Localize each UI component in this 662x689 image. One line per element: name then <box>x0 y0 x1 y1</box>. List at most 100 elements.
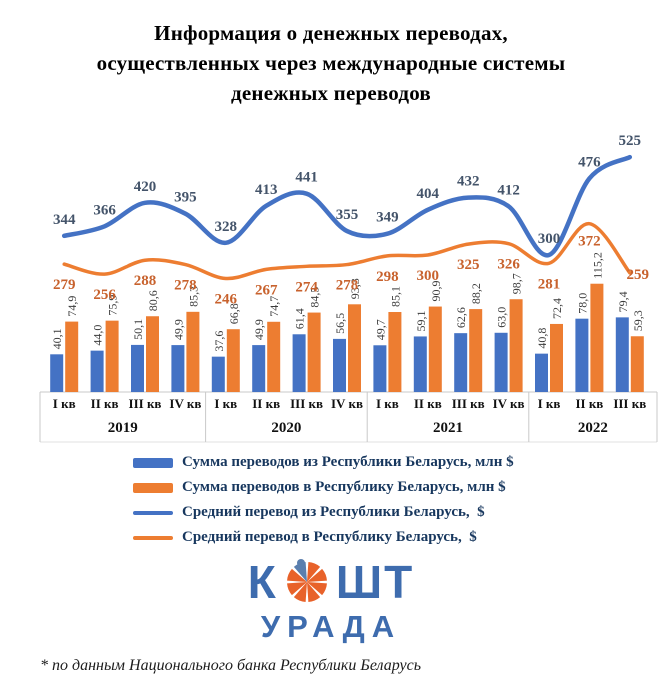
svg-text:78,0: 78,0 <box>575 293 589 314</box>
svg-text:III кв: III кв <box>613 396 646 411</box>
svg-text:II кв: II кв <box>91 396 119 411</box>
svg-text:49,9: 49,9 <box>171 319 185 340</box>
svg-text:75,9: 75,9 <box>106 295 120 316</box>
svg-text:49,7: 49,7 <box>373 319 387 340</box>
logo-letter-k: К <box>247 556 278 608</box>
legend-item-avg-out: Средний перевод из Республики Беларусь, … <box>133 500 662 525</box>
combo-chart: I кв II кв III кв IV кв 2019 I кв II кв III кв I… <box>39 133 658 443</box>
svg-text:III кв: III кв <box>290 396 323 411</box>
svg-text:256: 256 <box>93 287 116 303</box>
svg-text:II кв: II кв <box>414 396 442 411</box>
svg-text:412: 412 <box>497 182 520 198</box>
orange-pie-icon <box>286 559 327 602</box>
svg-text:40,8: 40,8 <box>535 328 549 349</box>
svg-text:278: 278 <box>174 278 197 294</box>
svg-text:I кв: I кв <box>53 396 76 411</box>
chart-legend: Сумма переводов из Республики Беларусь, … <box>133 450 662 550</box>
svg-text:74,9: 74,9 <box>65 296 79 317</box>
svg-text:I кв: I кв <box>376 396 399 411</box>
svg-text:2022: 2022 <box>578 420 608 436</box>
svg-text:37,6: 37,6 <box>212 331 226 352</box>
svg-text:85,1: 85,1 <box>388 286 402 307</box>
svg-text:279: 279 <box>53 277 76 293</box>
svg-text:372: 372 <box>578 234 601 250</box>
svg-text:326: 326 <box>497 257 520 273</box>
blue-line <box>61 154 633 258</box>
legend-label: Средний перевод в Республику Беларусь, $ <box>182 529 477 545</box>
svg-text:274: 274 <box>295 279 318 295</box>
svg-text:49,9: 49,9 <box>252 319 266 340</box>
svg-text:IV кв: IV кв <box>331 396 363 411</box>
svg-text:441: 441 <box>295 170 318 186</box>
svg-text:355: 355 <box>336 207 359 223</box>
orange-bar-swatch-icon <box>133 482 173 493</box>
svg-text:395: 395 <box>174 190 197 206</box>
svg-text:420: 420 <box>134 179 157 195</box>
svg-text:62,6: 62,6 <box>454 307 468 328</box>
orange-line-swatch-icon <box>133 535 173 540</box>
svg-text:80,6: 80,6 <box>146 290 160 311</box>
footnote: * по данным Национального банка Республи… <box>40 657 421 674</box>
svg-text:98,7: 98,7 <box>510 273 524 294</box>
legend-item-avg-in: Средний перевод в Республику Беларусь, $ <box>133 525 662 550</box>
svg-text:2020: 2020 <box>271 420 301 436</box>
svg-text:II кв: II кв <box>575 396 603 411</box>
legend-label: Средний перевод из Республики Беларусь, … <box>182 504 485 520</box>
svg-text:93,3: 93,3 <box>348 278 362 299</box>
svg-text:246: 246 <box>215 291 238 307</box>
orange-bars-group: 74,9 75,9 80,6 85,3 66,8 74,7 84,5 93,3 85,1 90,9… <box>65 252 645 392</box>
svg-text:84,5: 84,5 <box>308 287 322 308</box>
svg-text:III кв: III кв <box>452 396 485 411</box>
svg-text:40,1: 40,1 <box>50 328 64 349</box>
svg-text:II кв: II кв <box>252 396 280 411</box>
svg-text:267: 267 <box>255 282 278 298</box>
logo-letters-sht: ШТ <box>335 556 415 608</box>
legend-item-sum-out: Сумма переводов из Республики Беларусь, … <box>133 450 662 475</box>
svg-text:59,1: 59,1 <box>414 310 428 331</box>
logo-urada-text: УРАДА <box>260 609 402 644</box>
svg-text:88,2: 88,2 <box>469 283 483 304</box>
svg-text:344: 344 <box>53 212 76 228</box>
kosht-urada-logo: К ШТ УРАДА <box>0 558 662 645</box>
svg-text:476: 476 <box>578 154 601 170</box>
svg-text:90,9: 90,9 <box>429 281 443 302</box>
svg-text:IV кв: IV кв <box>169 396 201 411</box>
svg-text:I кв: I кв <box>538 396 561 411</box>
x-axis: I кв II кв III кв IV кв 2019 I кв II кв III кв I… <box>39 391 658 443</box>
blue-bar-swatch-icon <box>133 457 173 468</box>
svg-text:300: 300 <box>417 268 440 284</box>
svg-text:328: 328 <box>215 219 238 235</box>
svg-text:413: 413 <box>255 182 278 198</box>
orange-line-labels: 279 256 288 278 246 267 274 278 298 300 325 326 281 3… <box>53 234 649 308</box>
svg-text:79,4: 79,4 <box>616 291 630 312</box>
svg-text:432: 432 <box>457 174 480 190</box>
svg-text:74,7: 74,7 <box>267 296 281 317</box>
svg-text:56,5: 56,5 <box>333 313 347 334</box>
svg-text:63,0: 63,0 <box>495 307 509 328</box>
chart-title: Информация о денежных переводах, осущест… <box>0 0 662 108</box>
svg-text:349: 349 <box>376 210 399 226</box>
svg-text:2021: 2021 <box>433 420 463 436</box>
blue-bars-group: 40,1 44,0 50,1 49,9 37,6 49,9 61,4 56,5 49,7 59,1… <box>50 291 630 392</box>
svg-text:44,0: 44,0 <box>91 325 105 346</box>
svg-text:2019: 2019 <box>108 420 138 436</box>
legend-label: Сумма переводов в Республику Беларусь, м… <box>182 479 506 495</box>
svg-text:115,2: 115,2 <box>590 252 604 279</box>
svg-text:85,3: 85,3 <box>186 286 200 307</box>
svg-text:50,1: 50,1 <box>131 319 145 340</box>
svg-text:366: 366 <box>93 202 116 218</box>
svg-text:325: 325 <box>457 257 480 273</box>
legend-label: Сумма переводов из Республики Беларусь, … <box>182 454 514 470</box>
svg-text:59,3: 59,3 <box>631 310 645 331</box>
svg-text:66,8: 66,8 <box>227 303 241 324</box>
svg-text:298: 298 <box>376 269 399 285</box>
svg-text:281: 281 <box>538 276 561 292</box>
orange-line <box>62 221 632 281</box>
svg-text:61,4: 61,4 <box>293 308 307 329</box>
title-line-2: осуществленных через международные систе… <box>96 51 566 75</box>
svg-text:259: 259 <box>627 267 650 283</box>
blue-line-labels: 344 366 420 395 328 413 441 355 349 404 432 412 300 4… <box>53 133 641 247</box>
title-line-3: денежных переводов <box>231 81 431 105</box>
logo-kosht-row: К ШТ <box>0 558 662 606</box>
